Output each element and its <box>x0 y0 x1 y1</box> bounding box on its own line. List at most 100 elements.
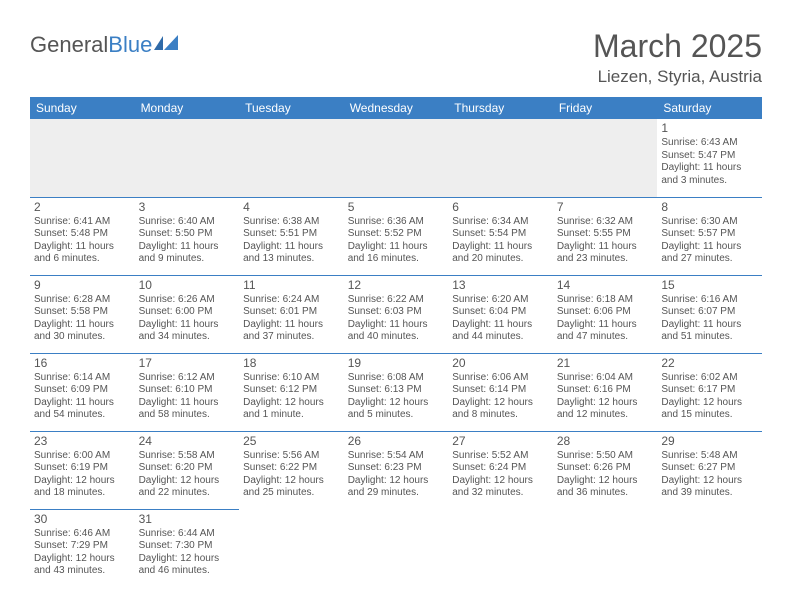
calendar-cell: 25Sunrise: 5:56 AMSunset: 6:22 PMDayligh… <box>239 431 344 509</box>
calendar-cell: 27Sunrise: 5:52 AMSunset: 6:24 PMDayligh… <box>448 431 553 509</box>
daylight-text: Daylight: 11 hours and 54 minutes. <box>34 397 131 422</box>
day-number: 31 <box>139 512 236 527</box>
sunrise-text: Sunrise: 5:58 AM <box>139 450 236 463</box>
day-number: 5 <box>348 200 445 215</box>
daylight-text: Daylight: 12 hours and 5 minutes. <box>348 397 445 422</box>
day-number: 21 <box>557 356 654 371</box>
logo-text-2: Blue <box>108 32 152 58</box>
sunset-text: Sunset: 5:50 PM <box>139 228 236 241</box>
sunrise-text: Sunrise: 6:36 AM <box>348 216 445 229</box>
daylight-text: Daylight: 12 hours and 18 minutes. <box>34 475 131 500</box>
sunrise-text: Sunrise: 6:22 AM <box>348 294 445 307</box>
weekday-header: Sunday <box>30 97 135 119</box>
calendar-cell <box>344 119 449 197</box>
daylight-text: Daylight: 11 hours and 51 minutes. <box>661 319 758 344</box>
daylight-text: Daylight: 11 hours and 34 minutes. <box>139 319 236 344</box>
calendar-cell: 16Sunrise: 6:14 AMSunset: 6:09 PMDayligh… <box>30 353 135 431</box>
calendar-cell: 20Sunrise: 6:06 AMSunset: 6:14 PMDayligh… <box>448 353 553 431</box>
sunrise-text: Sunrise: 6:41 AM <box>34 216 131 229</box>
calendar-cell: 3Sunrise: 6:40 AMSunset: 5:50 PMDaylight… <box>135 197 240 275</box>
day-number: 15 <box>661 278 758 293</box>
calendar-cell: 12Sunrise: 6:22 AMSunset: 6:03 PMDayligh… <box>344 275 449 353</box>
calendar-cell: 18Sunrise: 6:10 AMSunset: 6:12 PMDayligh… <box>239 353 344 431</box>
sunset-text: Sunset: 6:00 PM <box>139 306 236 319</box>
sunrise-text: Sunrise: 6:18 AM <box>557 294 654 307</box>
calendar-cell <box>239 119 344 197</box>
logo-text-1: General <box>30 32 108 58</box>
weekday-header: Friday <box>553 97 658 119</box>
day-number: 6 <box>452 200 549 215</box>
sunrise-text: Sunrise: 6:40 AM <box>139 216 236 229</box>
daylight-text: Daylight: 12 hours and 32 minutes. <box>452 475 549 500</box>
calendar-cell <box>448 509 553 587</box>
sunset-text: Sunset: 7:29 PM <box>34 540 131 553</box>
daylight-text: Daylight: 11 hours and 3 minutes. <box>661 162 758 187</box>
sunrise-text: Sunrise: 6:02 AM <box>661 372 758 385</box>
sunset-text: Sunset: 6:14 PM <box>452 384 549 397</box>
daylight-text: Daylight: 12 hours and 25 minutes. <box>243 475 340 500</box>
daylight-text: Daylight: 11 hours and 44 minutes. <box>452 319 549 344</box>
day-number: 27 <box>452 434 549 449</box>
daylight-text: Daylight: 12 hours and 39 minutes. <box>661 475 758 500</box>
day-number: 24 <box>139 434 236 449</box>
sunset-text: Sunset: 5:58 PM <box>34 306 131 319</box>
daylight-text: Daylight: 11 hours and 16 minutes. <box>348 241 445 266</box>
title-block: March 2025 Liezen, Styria, Austria <box>593 28 762 87</box>
calendar-cell: 22Sunrise: 6:02 AMSunset: 6:17 PMDayligh… <box>657 353 762 431</box>
daylight-text: Daylight: 12 hours and 8 minutes. <box>452 397 549 422</box>
sunset-text: Sunset: 6:22 PM <box>243 462 340 475</box>
sunset-text: Sunset: 6:03 PM <box>348 306 445 319</box>
calendar-cell: 23Sunrise: 6:00 AMSunset: 6:19 PMDayligh… <box>30 431 135 509</box>
calendar-cell <box>553 509 658 587</box>
sunrise-text: Sunrise: 5:48 AM <box>661 450 758 463</box>
sunset-text: Sunset: 7:30 PM <box>139 540 236 553</box>
calendar-cell: 30Sunrise: 6:46 AMSunset: 7:29 PMDayligh… <box>30 509 135 587</box>
calendar-body: 1Sunrise: 6:43 AMSunset: 5:47 PMDaylight… <box>30 119 762 587</box>
calendar-cell <box>239 509 344 587</box>
sunset-text: Sunset: 6:01 PM <box>243 306 340 319</box>
calendar-cell: 8Sunrise: 6:30 AMSunset: 5:57 PMDaylight… <box>657 197 762 275</box>
daylight-text: Daylight: 12 hours and 46 minutes. <box>139 553 236 578</box>
day-number: 12 <box>348 278 445 293</box>
calendar-cell <box>553 119 658 197</box>
sunrise-text: Sunrise: 6:06 AM <box>452 372 549 385</box>
calendar-row: 1Sunrise: 6:43 AMSunset: 5:47 PMDaylight… <box>30 119 762 197</box>
sunset-text: Sunset: 5:47 PM <box>661 150 758 163</box>
daylight-text: Daylight: 11 hours and 13 minutes. <box>243 241 340 266</box>
sunrise-text: Sunrise: 6:16 AM <box>661 294 758 307</box>
calendar-cell: 15Sunrise: 6:16 AMSunset: 6:07 PMDayligh… <box>657 275 762 353</box>
sunset-text: Sunset: 6:06 PM <box>557 306 654 319</box>
location: Liezen, Styria, Austria <box>593 67 762 87</box>
sunrise-text: Sunrise: 6:04 AM <box>557 372 654 385</box>
calendar-row: 23Sunrise: 6:00 AMSunset: 6:19 PMDayligh… <box>30 431 762 509</box>
calendar-cell: 19Sunrise: 6:08 AMSunset: 6:13 PMDayligh… <box>344 353 449 431</box>
sunset-text: Sunset: 6:27 PM <box>661 462 758 475</box>
day-number: 7 <box>557 200 654 215</box>
sunrise-text: Sunrise: 6:00 AM <box>34 450 131 463</box>
calendar-table: SundayMondayTuesdayWednesdayThursdayFrid… <box>30 97 762 587</box>
calendar-cell: 17Sunrise: 6:12 AMSunset: 6:10 PMDayligh… <box>135 353 240 431</box>
daylight-text: Daylight: 12 hours and 36 minutes. <box>557 475 654 500</box>
sunrise-text: Sunrise: 6:12 AM <box>139 372 236 385</box>
day-number: 29 <box>661 434 758 449</box>
sunset-text: Sunset: 5:55 PM <box>557 228 654 241</box>
weekday-header: Monday <box>135 97 240 119</box>
daylight-text: Daylight: 11 hours and 47 minutes. <box>557 319 654 344</box>
day-number: 3 <box>139 200 236 215</box>
sunset-text: Sunset: 5:54 PM <box>452 228 549 241</box>
calendar-cell: 28Sunrise: 5:50 AMSunset: 6:26 PMDayligh… <box>553 431 658 509</box>
calendar-cell: 9Sunrise: 6:28 AMSunset: 5:58 PMDaylight… <box>30 275 135 353</box>
sunset-text: Sunset: 6:07 PM <box>661 306 758 319</box>
sunrise-text: Sunrise: 6:43 AM <box>661 137 758 150</box>
day-number: 30 <box>34 512 131 527</box>
sunset-text: Sunset: 6:16 PM <box>557 384 654 397</box>
calendar-cell <box>135 119 240 197</box>
sunrise-text: Sunrise: 6:38 AM <box>243 216 340 229</box>
day-number: 18 <box>243 356 340 371</box>
calendar-cell: 24Sunrise: 5:58 AMSunset: 6:20 PMDayligh… <box>135 431 240 509</box>
calendar-cell: 4Sunrise: 6:38 AMSunset: 5:51 PMDaylight… <box>239 197 344 275</box>
day-number: 4 <box>243 200 340 215</box>
daylight-text: Daylight: 11 hours and 37 minutes. <box>243 319 340 344</box>
daylight-text: Daylight: 11 hours and 58 minutes. <box>139 397 236 422</box>
daylight-text: Daylight: 12 hours and 43 minutes. <box>34 553 131 578</box>
